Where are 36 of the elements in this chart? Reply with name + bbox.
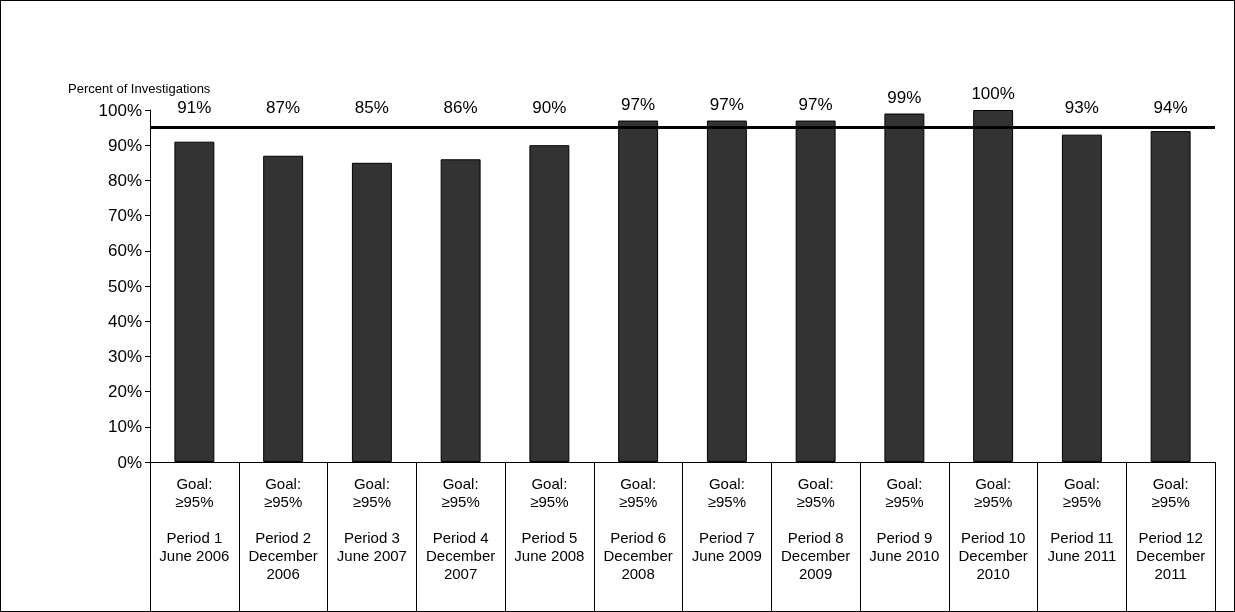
y-tick-label: 20%: [107, 382, 142, 402]
category-label: Goal: ≥95% Period 5 June 2008: [514, 474, 585, 564]
category-label: Goal: ≥95% Period 2 December 2006: [248, 474, 318, 582]
y-tick-label: 100%: [98, 100, 142, 120]
category-label: Goal: ≥95% Period 12 December 2011: [1136, 474, 1206, 582]
y-tick-label: 50%: [107, 276, 142, 296]
category-label: Goal: ≥95% Period 11 June 2011: [1047, 474, 1117, 564]
category-label: Goal: ≥95% Period 10 December 2010: [958, 474, 1028, 582]
data-label: 97%: [709, 94, 744, 114]
category-label: Goal: ≥95% Period 3 June 2007: [336, 474, 407, 564]
category-label: Goal: ≥95% Period 9 June 2010: [869, 474, 940, 564]
y-axis-title: Percent of Investigations: [68, 81, 211, 96]
data-label: 94%: [1153, 98, 1188, 118]
y-tick-label: 0%: [117, 452, 142, 472]
data-label: 99%: [887, 87, 922, 107]
data-label: 93%: [1064, 98, 1099, 118]
data-label: 97%: [621, 94, 656, 114]
data-label: 90%: [532, 98, 567, 118]
y-tick-label: 70%: [107, 206, 142, 226]
category-label: Goal: ≥95% Period 6 December 2008: [603, 474, 673, 582]
data-label: 86%: [443, 98, 478, 118]
category-label: Goal: ≥95% Period 1 June 2006: [159, 474, 230, 564]
y-tick-label: 10%: [107, 417, 142, 437]
data-label: 87%: [266, 98, 301, 118]
y-tick-label: 90%: [107, 135, 142, 155]
category-label: Goal: ≥95% Period 7 June 2009: [691, 474, 762, 564]
data-label: 91%: [177, 98, 212, 118]
data-label: 85%: [354, 98, 389, 118]
data-label: 100%: [971, 84, 1015, 103]
category-label: Goal: ≥95% Period 4 December 2007: [426, 474, 496, 582]
y-tick-label: 30%: [107, 346, 142, 366]
data-label: 97%: [798, 94, 833, 114]
category-label: Goal: ≥95% Period 8 December 2009: [781, 474, 851, 582]
y-tick-label: 80%: [107, 170, 142, 190]
y-tick-label: 60%: [107, 241, 142, 261]
y-tick-label: 40%: [107, 311, 142, 331]
